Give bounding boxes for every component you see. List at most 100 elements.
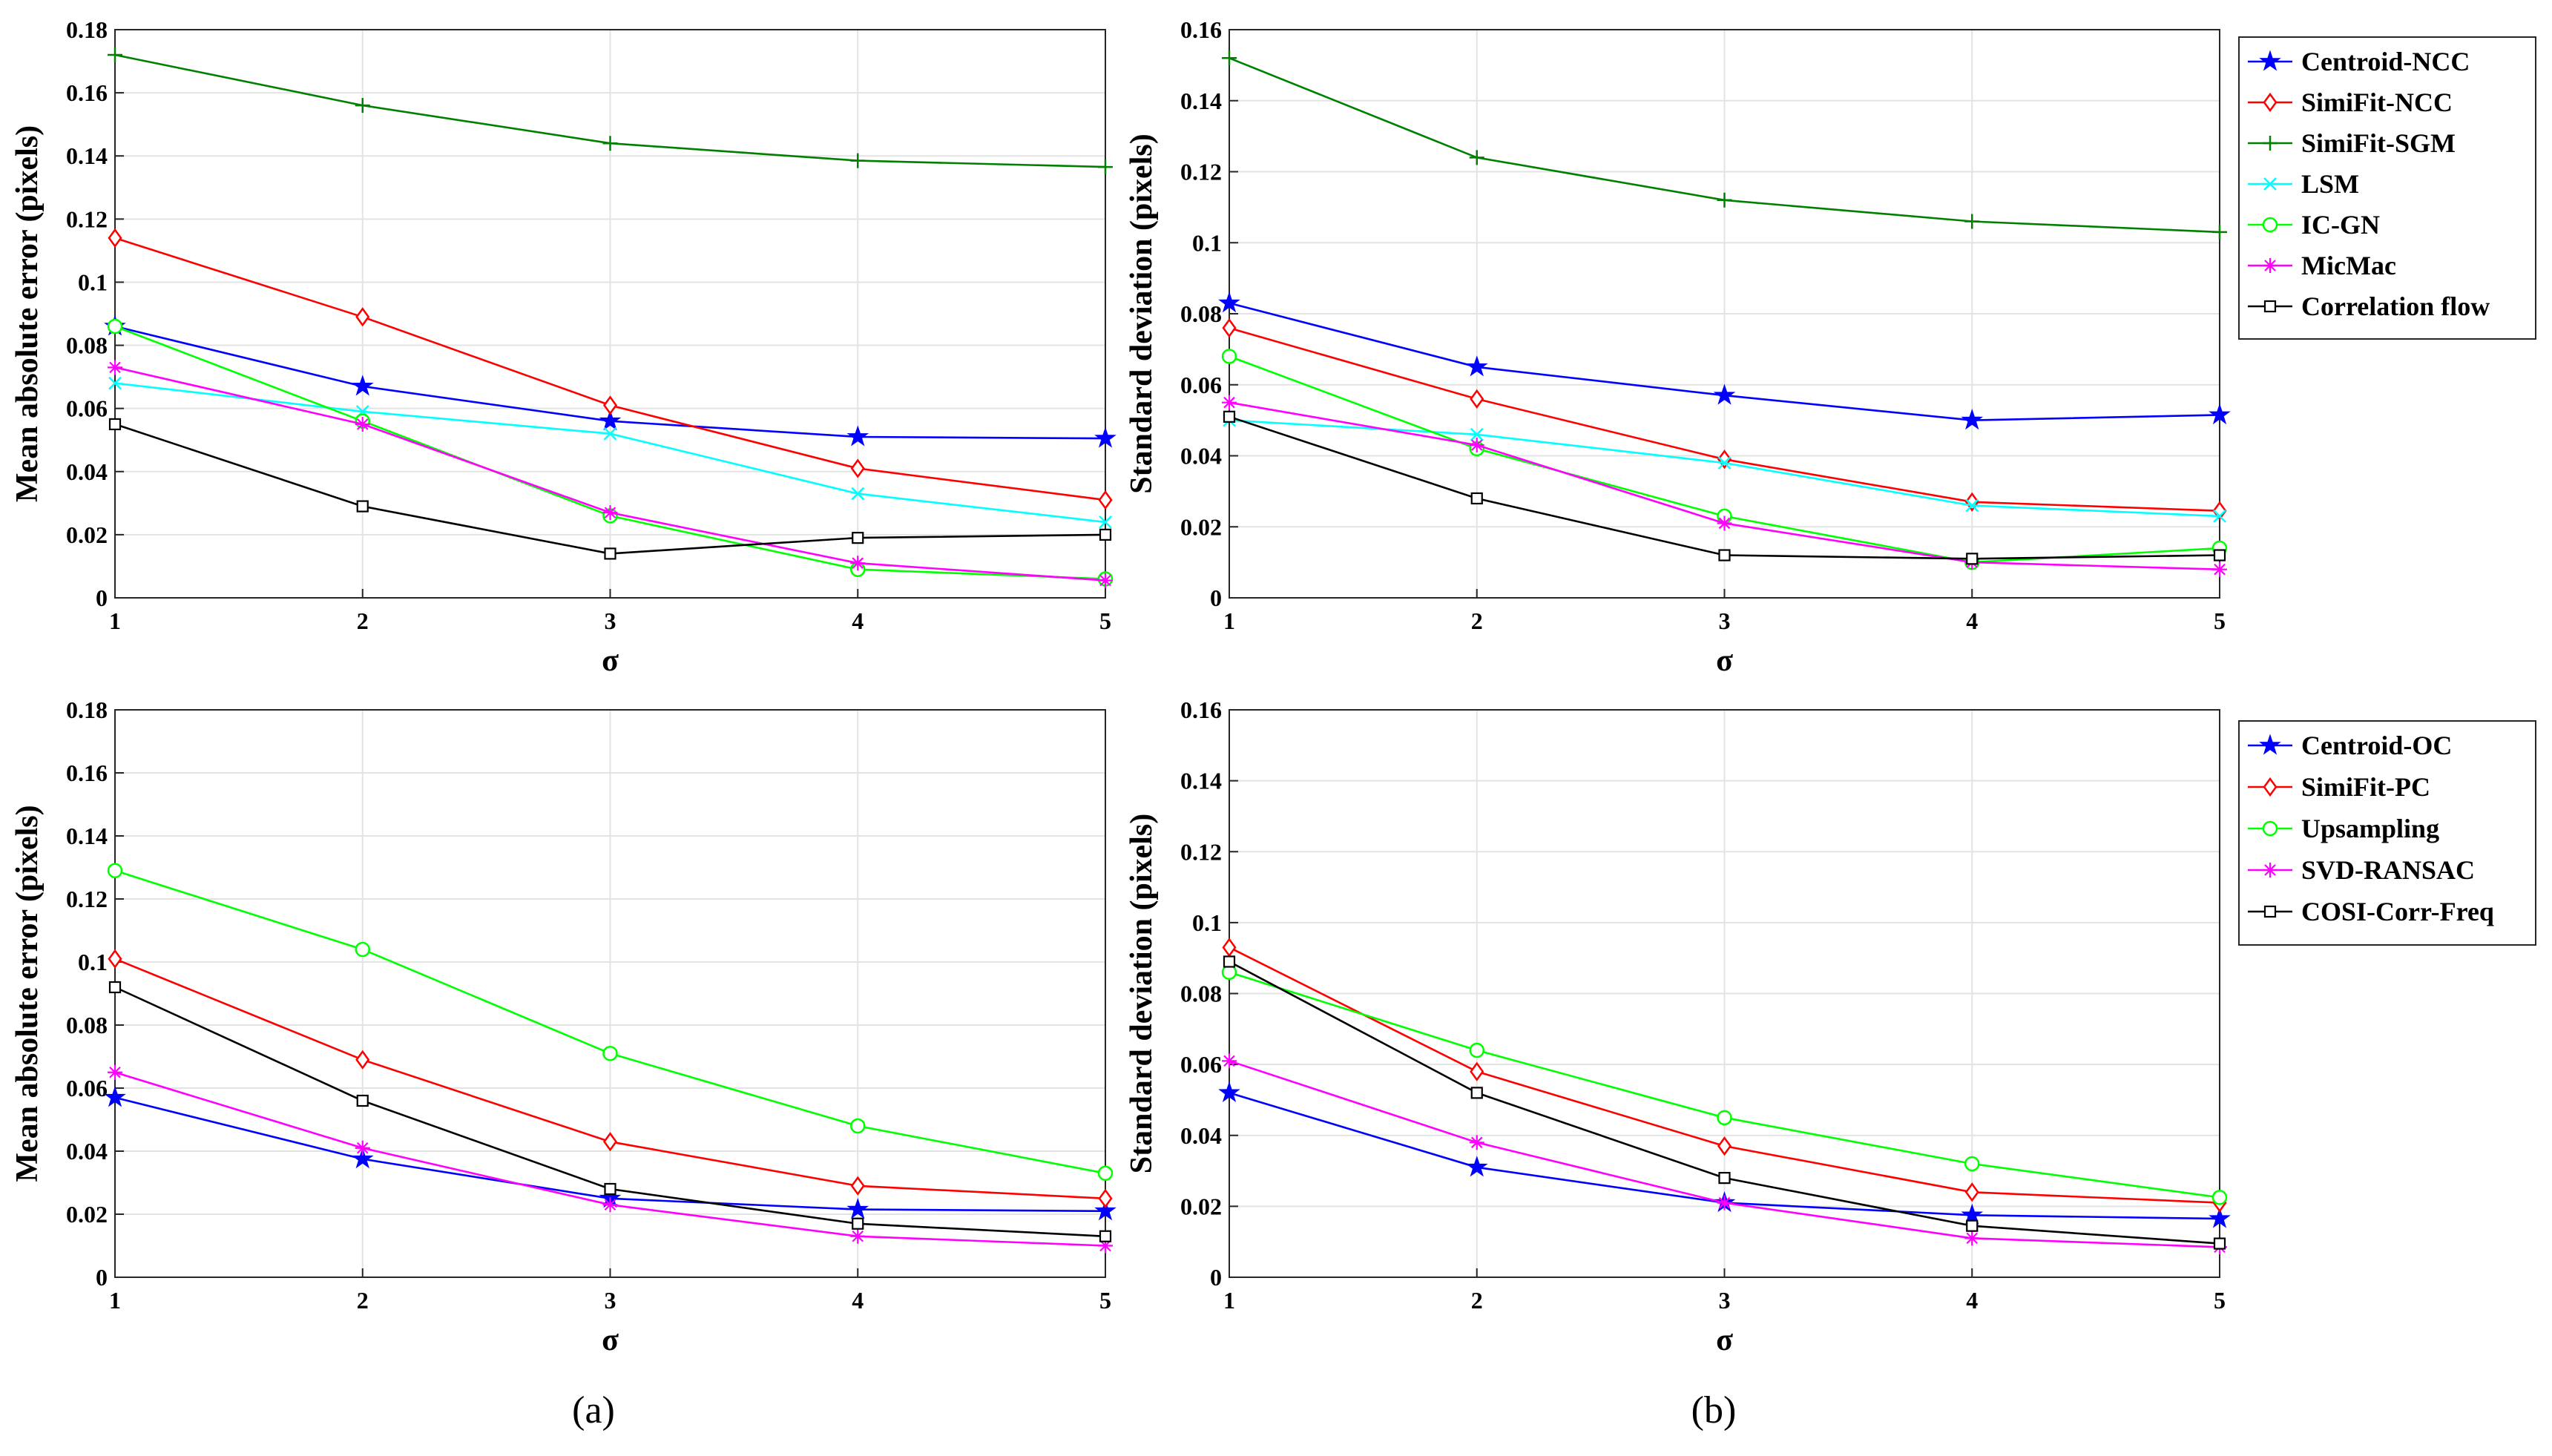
data-point xyxy=(1099,528,1112,541)
data-point xyxy=(108,949,122,969)
y-tick-label: 0.02 xyxy=(1180,513,1222,540)
data-point xyxy=(1099,515,1112,529)
y-tick-label: 0.04 xyxy=(66,1138,108,1165)
data-point xyxy=(1964,1182,1979,1202)
caption-a: (a) xyxy=(572,1389,615,1432)
y-axis-label: Mean absolute error (pixels) xyxy=(10,805,45,1182)
chart-bottom-right: 0 0.02 0.04 0.06 0.08 0.1 0.12 0.14 0.16 1 2 3 4 5 σ St… xyxy=(1125,696,2231,1357)
data-point xyxy=(1094,1199,1116,1221)
data-point xyxy=(1469,1135,1484,1150)
legend-label: Centroid-OC xyxy=(2301,731,2452,760)
data-point xyxy=(1465,1156,1488,1177)
series-svd-ransac xyxy=(108,1064,1113,1254)
axes-frame xyxy=(114,29,1106,599)
y-tick-label: 0.16 xyxy=(1180,696,1222,723)
legend-box xyxy=(2238,36,2536,340)
y-tick-label: 0.12 xyxy=(1180,838,1222,865)
data-point xyxy=(850,458,865,478)
data-point xyxy=(1469,1042,1484,1058)
y-tick-label: 0.14 xyxy=(66,142,108,169)
panels: 00.020.040.060.080.10.120.140.160.181 2 3 4… xyxy=(10,16,2231,1357)
series-centroid-ncc xyxy=(1218,291,2231,430)
data-point xyxy=(2213,1237,2226,1250)
y-tick-label: 0.1 xyxy=(78,269,108,295)
data-point xyxy=(602,1132,618,1152)
x-tick-label: 5 xyxy=(1099,1287,1111,1314)
x-tick-label: 4 xyxy=(1966,607,1978,634)
data-point xyxy=(108,981,122,994)
x-tick-label: 2 xyxy=(1471,1287,1483,1314)
y-tick-label: 0.08 xyxy=(66,332,108,359)
x-axis-label: σ xyxy=(602,1323,619,1357)
y-tick-label: 0.02 xyxy=(66,1201,108,1228)
legend-marker xyxy=(2263,905,2277,918)
legend-item-simifit-ncc: SimiFit-NCC xyxy=(2248,88,2453,117)
data-point xyxy=(2213,510,2226,523)
x-tick-label: 2 xyxy=(1471,607,1483,634)
y-tick-label: 0.1 xyxy=(78,949,108,975)
series-upsampling xyxy=(1221,964,2228,1205)
legend-item-simifit-sgm: SimiFit-SGM xyxy=(2248,128,2456,158)
legend-marker xyxy=(2263,92,2278,113)
legend-item-centroid-ncc: Centroid-NCC xyxy=(2248,47,2470,76)
y-tick-label: 0.02 xyxy=(66,521,108,548)
data-point xyxy=(1964,214,1980,229)
x-tick-label: 2 xyxy=(357,607,369,634)
x-tick-label: 5 xyxy=(2214,607,2226,634)
data-point xyxy=(355,307,370,327)
data-point xyxy=(1097,1165,1114,1181)
y-tick-label: 0.04 xyxy=(66,458,108,485)
data-point xyxy=(1964,1156,1980,1172)
data-point xyxy=(2212,501,2227,521)
legend-label: IC-GN xyxy=(2301,210,2380,240)
data-point xyxy=(1098,490,1113,510)
legend-item-cosi-corr-freq: COSI-Corr-Freq xyxy=(2248,897,2494,926)
legend-box xyxy=(2238,720,2536,946)
y-tick-label: 0.08 xyxy=(1180,300,1222,327)
y-tick-label: 0.14 xyxy=(1180,768,1222,794)
chart-top-left: 0 0.02 0.04 0.06 0.08 0.1 0.12 0.14 0.16 0.18 1 2 3 4… xyxy=(10,16,1116,678)
series-centroid-ncc xyxy=(104,314,1116,448)
y-tick-label: 0.1 xyxy=(1192,909,1222,936)
legend-item-micmac: MicMac xyxy=(2248,251,2396,280)
data-point xyxy=(1717,192,1732,208)
data-point xyxy=(846,1198,869,1219)
data-point xyxy=(355,1050,370,1070)
x-axis-label: σ xyxy=(1716,644,1733,678)
y-tick-label: 0.12 xyxy=(66,205,108,232)
data-point xyxy=(1717,515,1732,531)
legend-item-upsampling: Upsampling xyxy=(2248,814,2439,843)
axes-frame xyxy=(1229,709,2220,1278)
y-tick-label: 0.08 xyxy=(1180,981,1222,1007)
data-point xyxy=(107,318,123,335)
x-axis-label: σ xyxy=(602,644,619,678)
data-point xyxy=(108,360,122,375)
legend-label: MicMac xyxy=(2301,251,2396,280)
data-point xyxy=(1223,410,1236,423)
data-point xyxy=(603,426,617,441)
data-point xyxy=(1713,383,1736,405)
data-point xyxy=(108,228,122,248)
legend-bottom: Centroid-OC SimiFit-PC Upsampling SVD-RANSA… xyxy=(2238,720,2536,946)
data-point xyxy=(602,395,618,415)
data-point xyxy=(850,153,866,168)
legend-marker xyxy=(2262,820,2278,837)
data-point xyxy=(851,487,865,501)
data-point xyxy=(2212,224,2227,240)
legend-label: COSI-Corr-Freq xyxy=(2301,897,2494,926)
data-point xyxy=(108,47,122,63)
data-point xyxy=(1098,573,1113,588)
data-point xyxy=(1221,349,1237,364)
y-tick-label: 0.12 xyxy=(1180,159,1222,185)
legend-item-correlation-flow: Correlation flow xyxy=(2248,291,2490,321)
data-point xyxy=(846,425,869,447)
data-point xyxy=(1098,159,1113,175)
data-point xyxy=(602,1046,618,1061)
data-point xyxy=(355,1140,370,1156)
data-point xyxy=(108,1064,122,1080)
legend-label: SimiFit-NCC xyxy=(2301,88,2453,117)
series-correlation-flow xyxy=(108,418,1112,560)
x-tick-label: 4 xyxy=(1966,1287,1978,1314)
data-point xyxy=(1717,1136,1732,1156)
x-tick-label: 4 xyxy=(852,607,864,634)
